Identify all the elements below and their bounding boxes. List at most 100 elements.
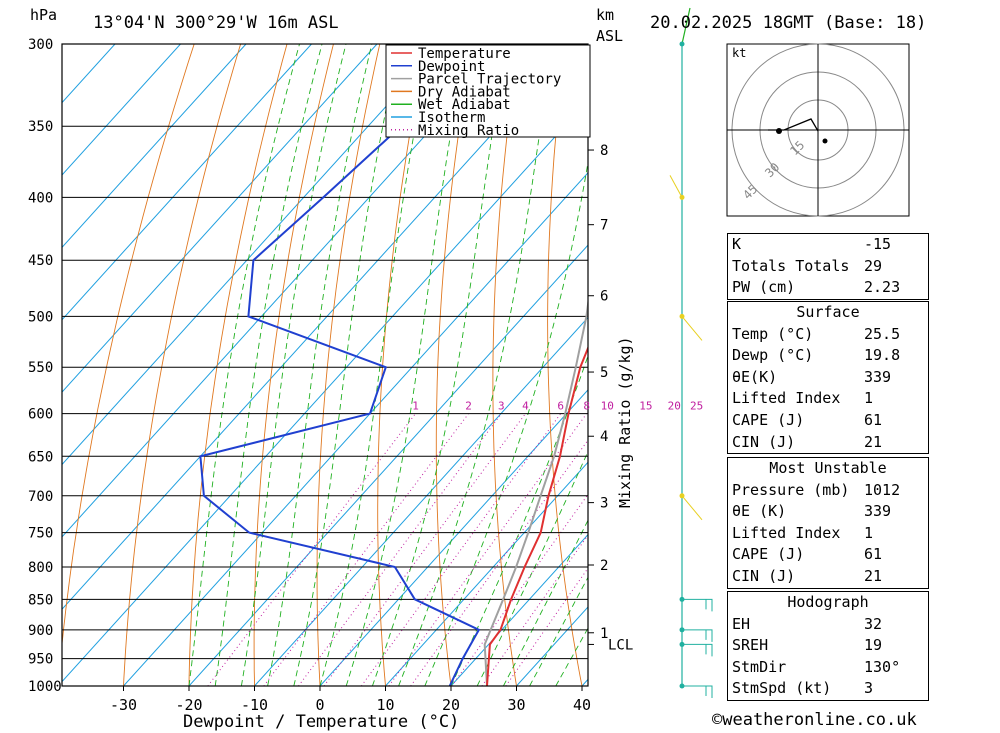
km-tick-label: 7 [600,218,608,234]
indices-panel: K -15 Totals Totals 29 PW (cm) 2.23 [727,233,929,300]
isotherm-line [319,389,588,686]
mixing-ratio-label: 10 [601,400,614,413]
surface-label: θE(K) [732,367,778,386]
hodograph-table-label: SREH [732,636,769,655]
wet-adiabat-line [214,44,323,686]
index-label: PW (cm) [732,278,796,297]
x-tick-label: -30 [110,696,137,714]
pressure-tick-label: 350 [28,119,53,135]
hodograph-table-row: SREH 19 [728,635,928,657]
x-tick-label: -10 [241,696,268,714]
index-label: K [732,235,742,253]
pressure-tick-label: 700 [28,489,53,505]
mixing-ratio-axis-label: Mixing Ratio (g/kg) [616,336,634,508]
mixing-ratio-label: 15 [639,400,652,413]
mixing-ratio-label: 25 [690,400,703,413]
km-tick-label: 3 [600,496,608,512]
parcel-trajectory-line [483,297,588,686]
x-tick-label: 0 [315,696,324,714]
isotherm-line [62,44,247,249]
isotherm-line [62,44,312,321]
isotherm-line [62,44,574,610]
surface-value: 21 [864,432,883,451]
surface-label: Lifted Index [732,389,841,408]
km-tick-label: LCL [608,637,633,653]
wind-barb [682,598,713,612]
wet-adiabat-line [398,44,554,686]
most-unstable-row: θE (K) 339 [728,501,928,523]
pressure-tick-label: 800 [28,560,53,576]
index-row: PW (cm) 2.23 [728,277,928,299]
most-unstable-value: 339 [864,502,892,521]
surface-value: 339 [864,367,892,386]
wind-barb [669,175,683,198]
hodograph-table-row: StmSpd (kt) 3 [728,678,928,700]
pressure-unit-label: hPa [30,6,57,24]
mixing-ratio-line [505,567,588,686]
hodograph-table-title: Hodograph [787,593,869,611]
most-unstable-row: CAPE (J) 61 [728,544,928,566]
surface-row: Temp (°C) 25.5 [728,324,928,346]
mixing-ratio-line [263,413,469,686]
mixing-ratio-label: 4 [522,400,529,413]
pressure-tick-label: 450 [28,253,53,269]
hodograph-table-label: StmDir [732,657,787,676]
km-tick-label: 1 [600,626,608,642]
wet-adiabat-line [450,354,588,686]
mixing-ratio-line [323,413,526,686]
isotherm-line [62,44,181,176]
wind-barb [682,685,713,698]
x-tick-label: 20 [442,696,460,714]
surface-row: Lifted Index 1 [728,388,928,410]
isotherm-line [62,99,588,683]
x-tick-label: 30 [507,696,525,714]
most-unstable-value: 21 [864,566,883,585]
isotherm-line [62,44,443,466]
mixing-ratio-label: 2 [465,400,472,413]
index-value: 2.23 [864,278,901,297]
pressure-tick-label: 750 [28,526,53,542]
pressure-tick-label: 550 [28,360,53,376]
pressure-tick-label: 900 [28,623,53,639]
mixing-ratio-label: 6 [557,400,564,413]
dry-adiabat-line [377,44,427,686]
hodograph-table-value: 130° [864,657,901,676]
surface-value: 61 [864,410,883,429]
profiles [199,44,588,686]
pressure-tick-label: 600 [28,407,53,423]
wet-adiabat-line [371,44,508,686]
hodograph-table-value: 32 [864,614,883,633]
legend-label: Dewpoint [418,59,485,75]
most-unstable-panel: Most Unstable Pressure (mb) 1012 θE (K) … [727,457,929,589]
legend-label: Wet Adiabat [418,97,511,113]
isotherm-line [62,44,116,104]
km-tick-label: 4 [600,429,608,445]
most-unstable-row: Lifted Index 1 [728,523,928,545]
wind-barb [682,643,713,657]
wind-top-line [681,7,691,45]
legend-label: Isotherm [418,110,485,126]
x-axis-label: Dewpoint / Temperature (°C) [183,712,459,732]
most-unstable-label: θE (K) [732,502,787,521]
wet-adiabat-line [529,576,588,686]
km-tick-label: 2 [600,558,608,574]
legend-label: Dry Adiabat [418,84,511,100]
hodograph-table-label: EH [732,614,751,633]
surface-label: CIN (J) [732,432,796,451]
hodograph-unit-label: kt [732,46,746,60]
legend-label: Temperature [418,46,511,62]
most-unstable-row: CIN (J) 21 [728,566,928,588]
pressure-tick-label: 950 [28,652,53,668]
isotherm-line [62,44,509,538]
most-unstable-value: 1012 [864,480,901,499]
km-tick-label: 5 [600,365,608,381]
wind-profile [669,7,713,698]
dry-adiabat-line [188,44,288,686]
pressure-tick-label: 850 [28,592,53,608]
most-unstable-value: 61 [864,545,883,564]
dry-adiabat-line [547,44,583,686]
index-value: 29 [864,256,883,275]
